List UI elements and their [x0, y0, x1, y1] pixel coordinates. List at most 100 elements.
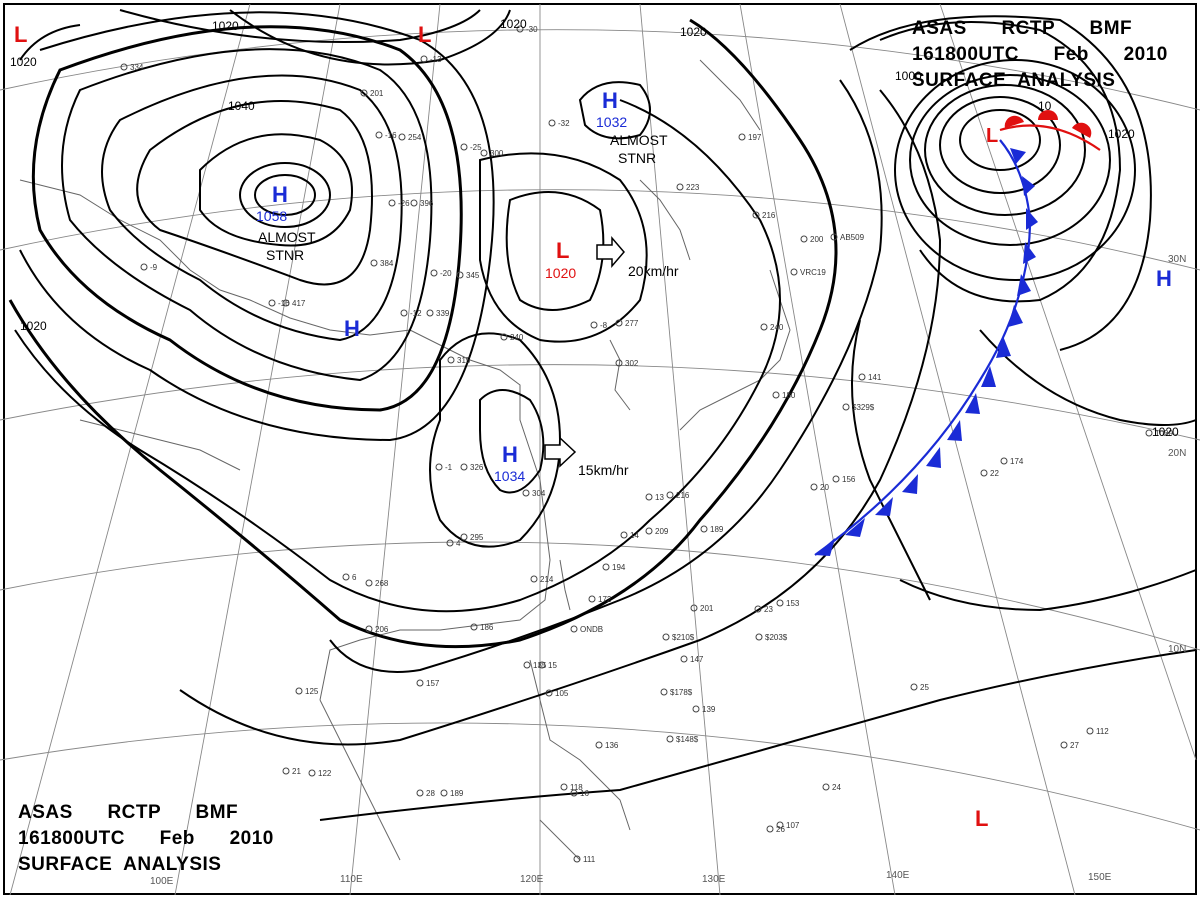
svg-text:1040: 1040 [228, 99, 255, 113]
station-marker [800, 235, 808, 243]
latitude-grid [0, 29, 1200, 831]
station-value: 206 [375, 625, 389, 634]
station-value: -12 [410, 309, 422, 318]
station-value: 240 [510, 333, 524, 342]
station-value: 197 [748, 133, 762, 142]
high-center-north: H 1032 ALMOST STNR [596, 88, 668, 166]
station-value: 345 [466, 271, 480, 280]
station-marker [910, 683, 918, 691]
svg-text:1020: 1020 [1152, 425, 1179, 439]
station-marker [666, 491, 674, 499]
isobar-labels: 1020 1020 1020 1040 1020 1020 1000 10 10… [10, 17, 1179, 439]
station-value: 16 [580, 789, 589, 798]
station-value: 22 [990, 469, 999, 478]
svg-text:140E: 140E [886, 870, 910, 881]
station-marker [548, 119, 556, 127]
warm-front [999, 110, 1101, 151]
station-marker [590, 321, 598, 329]
station-marker [426, 309, 434, 317]
station-value: 13 [655, 493, 664, 502]
station-value: 384 [380, 259, 394, 268]
high-symbol: H [344, 316, 360, 341]
station-marker [660, 688, 668, 696]
station-marker [842, 403, 850, 411]
station-value: 28 [426, 789, 435, 798]
svg-text:150E: 150E [1088, 872, 1112, 883]
station-marker [282, 299, 290, 307]
low-symbol: L [975, 806, 988, 831]
svg-text:130E: 130E [702, 874, 726, 885]
station-marker [295, 687, 303, 695]
svg-text:1020: 1020 [680, 25, 707, 39]
station-marker [666, 735, 674, 743]
station-marker [810, 483, 818, 491]
station-value: $203$ [765, 633, 788, 642]
svg-text:1020: 1020 [500, 17, 527, 31]
svg-text:20N: 20N [1168, 448, 1186, 459]
low-symbol: L [986, 125, 998, 147]
station-marker [830, 233, 838, 241]
station-value: 396 [420, 199, 434, 208]
station-marker [410, 199, 418, 207]
station-value: 20 [820, 483, 829, 492]
station-value: 26 [776, 825, 785, 834]
svg-text:110E: 110E [340, 874, 363, 885]
high-center-south: H 1034 [494, 442, 525, 484]
station-marker [692, 705, 700, 713]
high-center-siberia: H 1058 ALMOST STNR [256, 182, 316, 263]
station-marker [268, 299, 276, 307]
station-value: 180 [782, 391, 796, 400]
station-value: 125 [305, 687, 319, 696]
station-marker [400, 309, 408, 317]
station-value: -9 [150, 263, 158, 272]
low-center: L 1020 [545, 238, 576, 281]
station-value: -1 [445, 463, 453, 472]
station-marker [1000, 457, 1008, 465]
station-marker [430, 269, 438, 277]
station-marker [416, 679, 424, 687]
station-marker [523, 661, 531, 669]
station-value: 105 [555, 689, 569, 698]
station-value: 122 [318, 769, 332, 778]
station-value: -20 [440, 269, 452, 278]
station-marker [615, 319, 623, 327]
svg-text:1020: 1020 [1108, 127, 1135, 141]
station-value: -8 [600, 321, 608, 330]
station-value: 186 [480, 623, 494, 632]
station-value: 135 [533, 661, 547, 670]
station-marker [570, 789, 578, 797]
station-value: 254 [408, 133, 422, 142]
station-marker [360, 89, 368, 97]
station-marker [754, 605, 762, 613]
station-value: 216 [676, 491, 690, 500]
station-value: 157 [426, 679, 440, 688]
motion-speed-label: 20km/hr [628, 263, 679, 279]
station-marker [398, 133, 406, 141]
station-marker [342, 573, 350, 581]
station-value: $329$ [852, 403, 875, 412]
station-value: 189 [710, 525, 724, 534]
station-marker [388, 199, 396, 207]
station-marker [615, 359, 623, 367]
high-value: 1032 [596, 114, 627, 130]
station-marker [752, 211, 760, 219]
station-value: 315 [457, 356, 471, 365]
station-value: 136 [605, 741, 619, 750]
station-value: 209 [655, 527, 669, 536]
svg-text:10: 10 [1038, 99, 1052, 113]
station-marker [755, 633, 763, 641]
station-value: -16 [385, 131, 397, 140]
title-line-2: 161800UTC Feb 2010 [18, 828, 274, 849]
motion-note: ALMOST STNR [610, 132, 668, 166]
station-plots: -13-16-26-25-20-16-12-9-8334201254300396… [120, 25, 1173, 864]
station-marker [690, 604, 698, 612]
station-value: -32 [558, 119, 570, 128]
station-marker [680, 655, 688, 663]
station-value: 107 [786, 821, 800, 830]
station-marker [460, 143, 468, 151]
motion-note: ALMOST STNR [258, 229, 316, 263]
station-value: -13 [430, 55, 442, 64]
station-value: 334 [130, 63, 144, 72]
station-marker [595, 741, 603, 749]
